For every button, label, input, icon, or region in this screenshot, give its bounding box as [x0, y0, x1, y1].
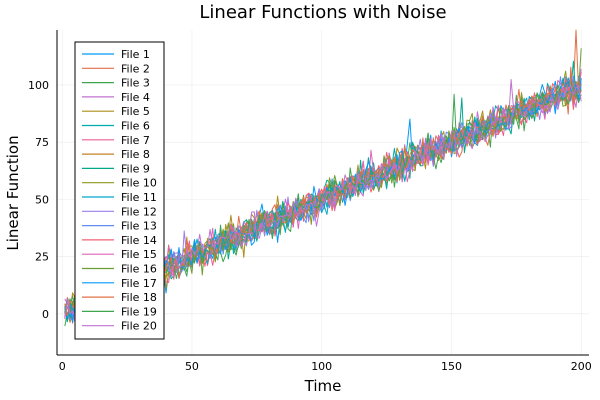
legend-label: File 20: [121, 320, 157, 333]
legend-label: File 19: [121, 305, 157, 318]
legend-label: File 16: [121, 263, 157, 276]
legend-label: File 14: [121, 234, 157, 247]
legend-label: File 18: [121, 291, 157, 304]
legend-label: File 7: [121, 134, 150, 147]
x-tick-label: 200: [571, 360, 592, 373]
y-tick-label: 0: [42, 308, 49, 321]
legend-label: File 3: [121, 77, 150, 90]
axes: [56, 30, 589, 356]
x-tick-label: 100: [311, 360, 332, 373]
y-tick-label: 75: [35, 136, 49, 149]
legend-label: File 5: [121, 105, 150, 118]
legend-label: File 15: [121, 248, 157, 261]
legend-label: File 8: [121, 148, 150, 161]
y-tick-label: 25: [35, 251, 49, 264]
legend-label: File 13: [121, 220, 157, 233]
legend-label: File 1: [121, 48, 150, 61]
y-tick-label: 100: [28, 79, 49, 92]
legend-label: File 11: [121, 191, 157, 204]
legend-label: File 9: [121, 162, 150, 175]
legend-box: [74, 41, 165, 340]
x-tick-label: 50: [185, 360, 199, 373]
legend-label: File 6: [121, 120, 150, 133]
legend-label: File 12: [121, 205, 157, 218]
legend-label: File 17: [121, 277, 157, 290]
x-tick-label: 0: [59, 360, 66, 373]
y-axis-title: Linear Function: [4, 135, 22, 250]
y-tick-labels: 0 25 50 75 100: [28, 79, 49, 321]
legend-label: File 2: [121, 62, 150, 75]
legend-label: File 4: [121, 91, 150, 104]
chart-title: Linear Functions with Noise: [199, 2, 446, 23]
legend-label: File 10: [121, 177, 157, 190]
x-axis-title: Time: [304, 377, 342, 395]
y-tick-label: 50: [35, 193, 49, 206]
x-tick-labels: 0 50 100 150 200: [59, 360, 592, 373]
x-tick-label: 150: [441, 360, 462, 373]
